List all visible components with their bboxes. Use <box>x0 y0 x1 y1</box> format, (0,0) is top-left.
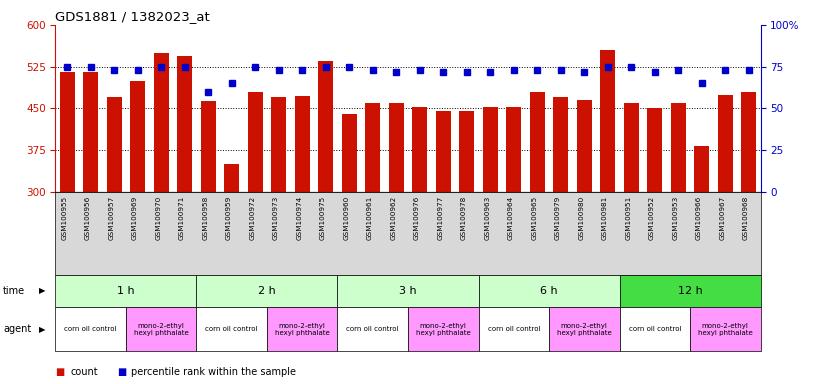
Bar <box>201 101 216 192</box>
Bar <box>247 92 263 192</box>
Text: GSM100952: GSM100952 <box>649 196 654 240</box>
Text: GSM100956: GSM100956 <box>85 196 91 240</box>
Text: 12 h: 12 h <box>677 286 703 296</box>
Text: GSM100979: GSM100979 <box>555 196 561 240</box>
Text: GSM100980: GSM100980 <box>579 196 584 240</box>
Bar <box>741 92 756 192</box>
Text: GSM100964: GSM100964 <box>508 196 514 240</box>
Text: GSM100960: GSM100960 <box>344 196 349 240</box>
Bar <box>130 81 145 192</box>
Text: percentile rank within the sample: percentile rank within the sample <box>131 367 296 377</box>
Text: corn oil control: corn oil control <box>64 326 117 332</box>
Bar <box>482 107 498 192</box>
Text: GSM100976: GSM100976 <box>414 196 419 240</box>
Text: corn oil control: corn oil control <box>206 326 258 332</box>
Bar <box>530 92 545 192</box>
Bar <box>177 56 193 192</box>
Bar <box>271 98 286 192</box>
Bar <box>153 53 169 192</box>
Text: GSM100951: GSM100951 <box>625 196 632 240</box>
Bar <box>694 146 709 192</box>
Bar <box>717 94 733 192</box>
Text: GSM100957: GSM100957 <box>109 196 114 240</box>
Text: GSM100965: GSM100965 <box>531 196 537 240</box>
Text: GSM100961: GSM100961 <box>366 196 373 240</box>
Text: ■: ■ <box>55 367 64 377</box>
Text: mono-2-ethyl
hexyl phthalate: mono-2-ethyl hexyl phthalate <box>134 323 188 336</box>
Text: GSM100971: GSM100971 <box>179 196 184 240</box>
Text: corn oil control: corn oil control <box>628 326 681 332</box>
Text: GDS1881 / 1382023_at: GDS1881 / 1382023_at <box>55 10 211 23</box>
Bar <box>577 100 592 192</box>
Text: GSM100969: GSM100969 <box>131 196 138 240</box>
Text: 1 h: 1 h <box>118 286 135 296</box>
Bar <box>60 72 75 192</box>
Bar <box>318 61 334 192</box>
Text: GSM100968: GSM100968 <box>743 196 749 240</box>
Bar <box>83 72 99 192</box>
Text: 6 h: 6 h <box>540 286 558 296</box>
Text: GSM100966: GSM100966 <box>696 196 702 240</box>
Text: GSM100972: GSM100972 <box>249 196 255 240</box>
Text: GSM100973: GSM100973 <box>273 196 279 240</box>
Text: corn oil control: corn oil control <box>347 326 399 332</box>
Bar <box>506 107 521 192</box>
Text: GSM100953: GSM100953 <box>672 196 678 240</box>
Text: GSM100978: GSM100978 <box>461 196 467 240</box>
Text: GSM100981: GSM100981 <box>601 196 608 240</box>
Bar <box>365 103 380 192</box>
Text: GSM100977: GSM100977 <box>437 196 443 240</box>
Text: mono-2-ethyl
hexyl phthalate: mono-2-ethyl hexyl phthalate <box>698 323 752 336</box>
Text: ▶: ▶ <box>39 286 46 295</box>
Text: 3 h: 3 h <box>399 286 417 296</box>
Text: GSM100974: GSM100974 <box>296 196 302 240</box>
Text: GSM100970: GSM100970 <box>155 196 162 240</box>
Bar <box>553 98 569 192</box>
Bar <box>647 109 663 192</box>
Text: mono-2-ethyl
hexyl phthalate: mono-2-ethyl hexyl phthalate <box>416 323 471 336</box>
Bar <box>295 96 310 192</box>
Text: GSM100955: GSM100955 <box>61 196 67 240</box>
Text: time: time <box>3 286 25 296</box>
Bar <box>412 107 428 192</box>
Bar <box>671 103 686 192</box>
Text: GSM100967: GSM100967 <box>719 196 725 240</box>
Text: mono-2-ethyl
hexyl phthalate: mono-2-ethyl hexyl phthalate <box>275 323 330 336</box>
Bar <box>388 103 404 192</box>
Text: ▶: ▶ <box>39 325 46 334</box>
Bar <box>623 103 639 192</box>
Text: corn oil control: corn oil control <box>487 326 540 332</box>
Text: GSM100958: GSM100958 <box>202 196 208 240</box>
Text: count: count <box>70 367 98 377</box>
Bar <box>342 114 357 192</box>
Text: mono-2-ethyl
hexyl phthalate: mono-2-ethyl hexyl phthalate <box>557 323 612 336</box>
Text: ■: ■ <box>117 367 126 377</box>
Bar <box>600 50 615 192</box>
Text: GSM100962: GSM100962 <box>390 196 397 240</box>
Text: GSM100975: GSM100975 <box>320 196 326 240</box>
Bar <box>224 164 239 192</box>
Bar <box>107 98 122 192</box>
Bar <box>436 111 451 192</box>
Text: 2 h: 2 h <box>258 286 276 296</box>
Text: GSM100959: GSM100959 <box>226 196 232 240</box>
Bar <box>459 111 474 192</box>
Text: agent: agent <box>3 324 32 334</box>
Text: GSM100963: GSM100963 <box>484 196 490 240</box>
